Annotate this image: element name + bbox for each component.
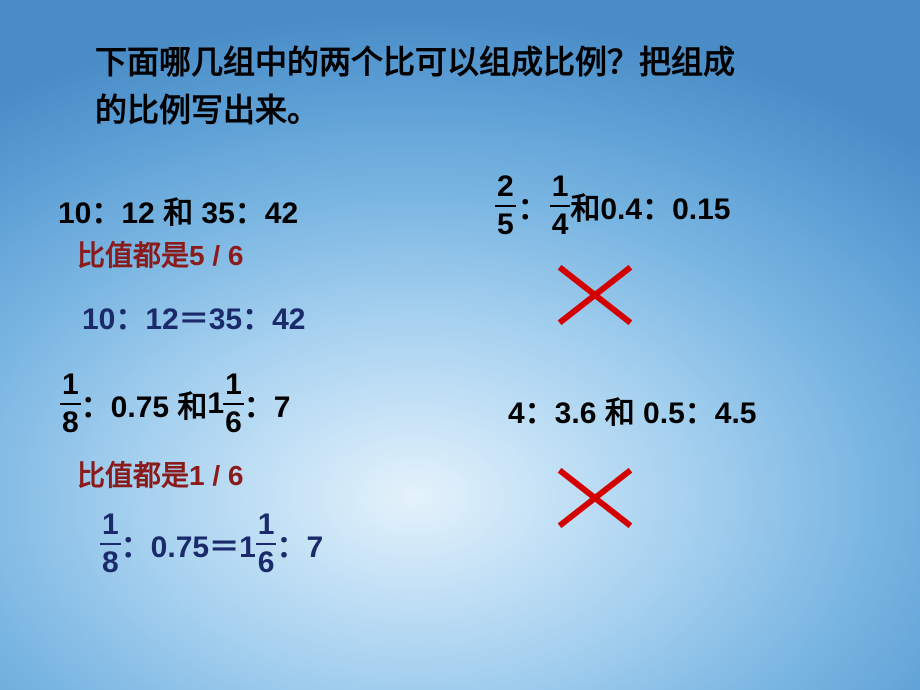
q3-frac2: 1 6 [223, 370, 244, 438]
q3-expression: 1 8 ：0.75 和 1 1 6 ：7 [60, 370, 290, 438]
q3-reason: 比值都是1 / 6 [77, 454, 243, 494]
q2-frac1: 2 5 [495, 172, 516, 240]
q1-expression: 10：12 和 35：42 [58, 188, 298, 232]
question-line1: 下面哪几组中的两个比可以组成比例？把组成 [95, 44, 735, 80]
q3-frac1: 1 8 [60, 370, 81, 438]
q3-proportion: 1 8 ：0.75＝1 1 6 ：7 [100, 510, 323, 578]
slide: 下面哪几组中的两个比可以组成比例？把组成 的比例写出来。 10：12 和 35：… [0, 0, 920, 690]
q2-cross-icon [560, 260, 630, 330]
q1-proportion: 10：12＝35：42 [82, 294, 305, 338]
question-text: 下面哪几组中的两个比可以组成比例？把组成 的比例写出来。 [95, 38, 875, 134]
q1-reason: 比值都是5 / 6 [77, 234, 243, 274]
question-line2: 的比例写出来。 [95, 92, 319, 128]
q2-expression: 2 5 ： 1 4 和 0.4：0.15 [495, 172, 730, 240]
q3-prop-frac2: 1 6 [256, 510, 277, 578]
q3-prop-frac1: 1 8 [100, 510, 121, 578]
q4-expression: 4：3.6 和 0.5：4.5 [508, 388, 756, 432]
q2-frac2: 1 4 [550, 172, 571, 240]
q4-cross-icon [560, 463, 630, 533]
